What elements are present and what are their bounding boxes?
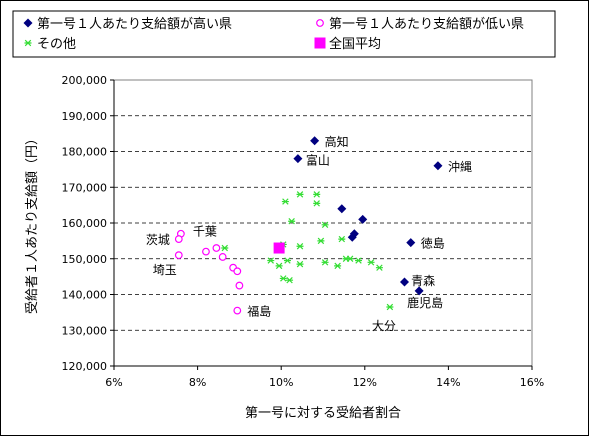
data-point	[296, 243, 304, 250]
x-tick-label: 16%	[520, 376, 544, 389]
data-point	[296, 260, 304, 268]
y-tick-label: 140,000	[62, 289, 108, 302]
data-point	[281, 198, 289, 205]
data-point	[174, 235, 183, 243]
data-point	[174, 251, 183, 260]
y-tick-label: 190,000	[62, 110, 108, 123]
data-point	[233, 306, 242, 315]
legend-label: その他	[37, 37, 76, 52]
data-point	[433, 161, 443, 171]
y-tick-label: 120,000	[62, 360, 108, 373]
data-point	[313, 200, 321, 207]
y-tick-label: 150,000	[62, 253, 108, 266]
data-point	[321, 221, 329, 229]
data-point	[400, 277, 410, 287]
data-point	[279, 275, 287, 282]
data-point	[212, 244, 221, 252]
y-tick-label: 200,000	[62, 74, 108, 87]
data-point	[202, 247, 210, 256]
point-label: 福島	[247, 304, 271, 319]
data-point	[296, 191, 304, 198]
data-point	[293, 154, 303, 164]
point-label: 青森	[411, 273, 435, 288]
point-label: 千葉	[193, 225, 217, 239]
data-point	[375, 264, 383, 271]
x-tick-label: 12%	[353, 376, 377, 389]
x-tick-label: 8%	[189, 376, 206, 389]
data-point	[235, 281, 244, 290]
data-point	[221, 244, 229, 252]
y-tick-label: 180,000	[62, 146, 108, 159]
data-point	[414, 286, 424, 296]
data-point	[334, 262, 342, 270]
y-tick-label: 130,000	[62, 324, 108, 337]
data-point	[313, 191, 321, 198]
data-point	[338, 235, 346, 243]
data-point	[273, 242, 285, 254]
data-point	[286, 276, 294, 284]
data-point	[317, 237, 325, 245]
point-label: 高知	[325, 134, 349, 149]
x-axis-title: 第一号に対する受給者割合	[245, 405, 401, 421]
point-label: 鹿児島	[407, 295, 443, 310]
data-point	[218, 253, 227, 261]
data-point	[367, 259, 375, 266]
point-label: 徳島	[421, 236, 445, 251]
point-label: 茨城	[146, 233, 170, 247]
data-point	[386, 303, 394, 311]
legend-box	[12, 10, 556, 58]
y-axis-title: 受給者１人あたり支給額（円）	[25, 132, 40, 314]
data-point	[321, 259, 329, 266]
legend-marker	[316, 19, 324, 27]
x-tick-label: 14%	[436, 376, 460, 389]
data-point	[275, 262, 283, 270]
legend-label: 全国平均	[329, 36, 381, 52]
point-label: 沖縄	[448, 159, 472, 174]
point-label: 埼玉	[153, 263, 177, 277]
data-point	[358, 214, 368, 224]
x-tick-label: 6%	[105, 376, 122, 389]
legend-marker	[314, 37, 326, 49]
data-point	[346, 255, 354, 262]
point-label: 富山	[306, 153, 330, 168]
data-point	[406, 238, 416, 248]
data-point	[347, 232, 357, 242]
legend-marker	[23, 18, 33, 28]
y-tick-label: 160,000	[62, 217, 108, 230]
data-point	[267, 257, 275, 264]
y-tick-label: 170,000	[62, 181, 108, 194]
legend-label: 第一号１人あたり支給額が低い県	[329, 17, 524, 32]
data-point	[288, 217, 296, 225]
data-point	[233, 267, 242, 276]
data-point	[283, 257, 291, 264]
x-tick-label: 10%	[269, 376, 293, 389]
point-label: 大分	[372, 319, 396, 333]
legend-label: 第一号１人あたり支給額が高い県	[37, 16, 232, 32]
legend-marker	[24, 39, 32, 47]
data-point	[355, 257, 363, 264]
data-point	[337, 204, 347, 214]
data-point	[310, 136, 320, 146]
